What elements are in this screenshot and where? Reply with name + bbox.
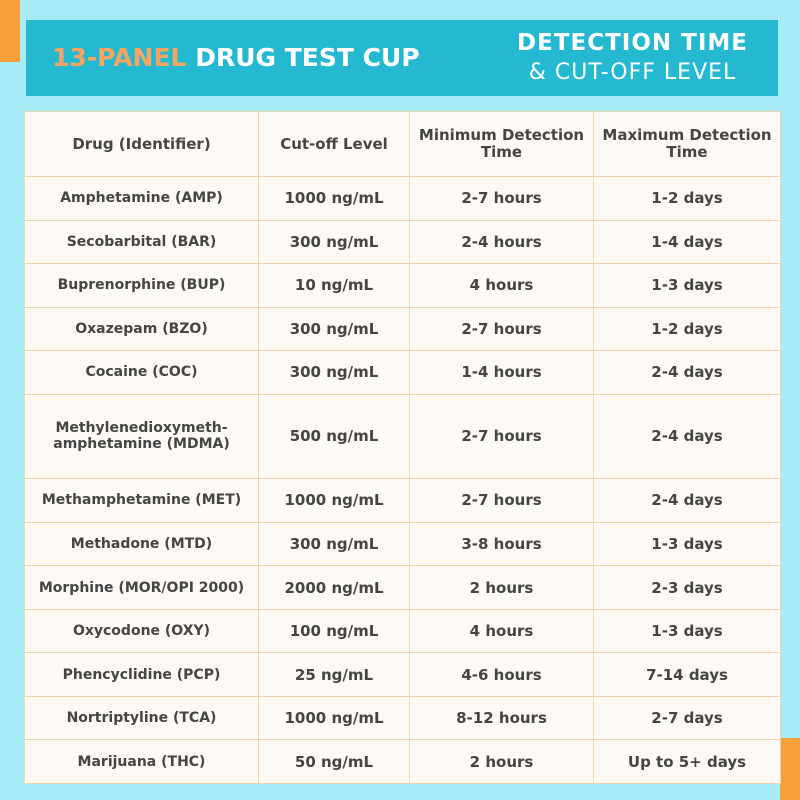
cell-max-detection: 2-4 days — [593, 350, 781, 395]
cell-cutoff: 10 ng/mL — [258, 263, 410, 308]
table-row: Methamphetamine (MET) 1000 ng/mL 2-7 hours… — [24, 478, 781, 523]
cell-drug: Phencyclidine (PCP) — [24, 652, 259, 697]
cell-min-detection: 2-4 hours — [409, 219, 594, 265]
header-max-detection: Maximum Detection Time — [593, 111, 781, 177]
banner-subtitle: DETECTION TIME & CUT-OFF LEVEL — [517, 28, 748, 88]
cell-max-detection: 1-2 days — [593, 176, 781, 221]
cell-cutoff: 300 ng/mL — [258, 521, 410, 567]
banner-subtitle-line2: & CUT-OFF LEVEL — [528, 60, 737, 85]
table-row: Methadone (MTD) 300 ng/mL 3-8 hours 1-3 day… — [24, 521, 781, 567]
header-drug: Drug (Identifier) — [24, 111, 259, 177]
table-row: Secobarbital (BAR) 300 ng/mL 2-4 hours 1-4 … — [24, 219, 781, 265]
cell-cutoff: 500 ng/mL — [258, 393, 410, 480]
cell-drug: Nortriptyline (TCA) — [24, 695, 259, 741]
banner-subtitle-line1: DETECTION TIME — [517, 30, 748, 56]
cell-max-detection: 2-4 days — [593, 393, 781, 480]
table-header-row: Drug (Identifier) Cut-off Level Minimum … — [24, 111, 781, 177]
cell-max-detection: 2-3 days — [593, 565, 781, 610]
cell-min-detection: 1-4 hours — [409, 350, 594, 395]
banner-title-highlight: 13-PANEL — [52, 43, 187, 72]
banner-title: 13-PANEL DRUG TEST CUP — [52, 20, 420, 96]
cell-cutoff: 300 ng/mL — [258, 350, 410, 395]
cell-drug: Secobarbital (BAR) — [24, 219, 259, 265]
cell-cutoff: 25 ng/mL — [258, 652, 410, 697]
cell-max-detection: 2-7 days — [593, 695, 781, 741]
cell-min-detection: 4-6 hours — [409, 652, 594, 697]
cell-min-detection: 2 hours — [409, 565, 594, 610]
cell-max-detection: 2-4 days — [593, 478, 781, 523]
cell-max-detection: 1-4 days — [593, 219, 781, 265]
table-row: Buprenorphine (BUP) 10 ng/mL 4 hours 1-3 da… — [24, 263, 781, 308]
cell-max-detection: 1-2 days — [593, 306, 781, 352]
cell-cutoff: 1000 ng/mL — [258, 478, 410, 523]
cell-max-detection: 1-3 days — [593, 608, 781, 654]
table-row: Oxazepam (BZO) 300 ng/mL 2-7 hours 1-2 days — [24, 306, 781, 352]
cell-drug: Oxycodone (OXY) — [24, 608, 259, 654]
table-row: Nortriptyline (TCA) 1000 ng/mL 8-12 hours 2… — [24, 695, 781, 741]
cell-cutoff: 50 ng/mL — [258, 739, 410, 784]
cell-drug: Marijuana (THC) — [24, 739, 259, 784]
cell-drug: Amphetamine (AMP) — [24, 176, 259, 221]
cell-min-detection: 2-7 hours — [409, 478, 594, 523]
cell-max-detection: 1-3 days — [593, 263, 781, 308]
header-banner: 13-PANEL DRUG TEST CUP DETECTION TIME & … — [26, 20, 778, 96]
cell-max-detection: Up to 5+ days — [593, 739, 781, 784]
cell-min-detection: 2-7 hours — [409, 306, 594, 352]
cell-drug: Methylenedioxymeth-amphetamine (MDMA) — [24, 393, 259, 480]
cell-max-detection: 1-3 days — [593, 521, 781, 567]
banner-title-rest: DRUG TEST CUP — [195, 43, 420, 72]
table-row: Morphine (MOR/OPI 2000) 2000 ng/mL 2 hours… — [24, 565, 781, 610]
cell-min-detection: 4 hours — [409, 263, 594, 308]
cell-drug: Methamphetamine (MET) — [24, 478, 259, 523]
corner-accent-top-left — [0, 0, 20, 62]
table-row: Cocaine (COC) 300 ng/mL 1-4 hours 2-4 days — [24, 350, 781, 395]
cell-cutoff: 1000 ng/mL — [258, 176, 410, 221]
cell-min-detection: 8-12 hours — [409, 695, 594, 741]
cell-drug: Morphine (MOR/OPI 2000) — [24, 565, 259, 610]
corner-accent-bottom-right — [780, 738, 800, 800]
detection-table: Drug (Identifier) Cut-off Level Minimum … — [24, 111, 781, 784]
table-row: Oxycodone (OXY) 100 ng/mL 4 hours 1-3 days — [24, 608, 781, 654]
cell-max-detection: 7-14 days — [593, 652, 781, 697]
header-min-detection: Minimum Detection Time — [409, 111, 594, 177]
cell-cutoff: 300 ng/mL — [258, 306, 410, 352]
cell-min-detection: 2 hours — [409, 739, 594, 784]
table-row: Phencyclidine (PCP) 25 ng/mL 4-6 hours 7-14… — [24, 652, 781, 697]
cell-min-detection: 4 hours — [409, 608, 594, 654]
cell-cutoff: 100 ng/mL — [258, 608, 410, 654]
cell-drug: Buprenorphine (BUP) — [24, 263, 259, 308]
header-cutoff: Cut-off Level — [258, 111, 410, 177]
table-row: Marijuana (THC) 50 ng/mL 2 hours Up to 5+ d… — [24, 739, 781, 784]
cell-drug: Cocaine (COC) — [24, 350, 259, 395]
cell-drug: Oxazepam (BZO) — [24, 306, 259, 352]
table-row: Methylenedioxymeth-amphetamine (MDMA) 500… — [24, 393, 781, 480]
cell-min-detection: 2-7 hours — [409, 393, 594, 480]
cell-cutoff: 2000 ng/mL — [258, 565, 410, 610]
cell-drug: Methadone (MTD) — [24, 521, 259, 567]
cell-min-detection: 3-8 hours — [409, 521, 594, 567]
cell-cutoff: 300 ng/mL — [258, 219, 410, 265]
cell-min-detection: 2-7 hours — [409, 176, 594, 221]
table-row: Amphetamine (AMP) 1000 ng/mL 2-7 hours 1-2 … — [24, 176, 781, 221]
cell-cutoff: 1000 ng/mL — [258, 695, 410, 741]
